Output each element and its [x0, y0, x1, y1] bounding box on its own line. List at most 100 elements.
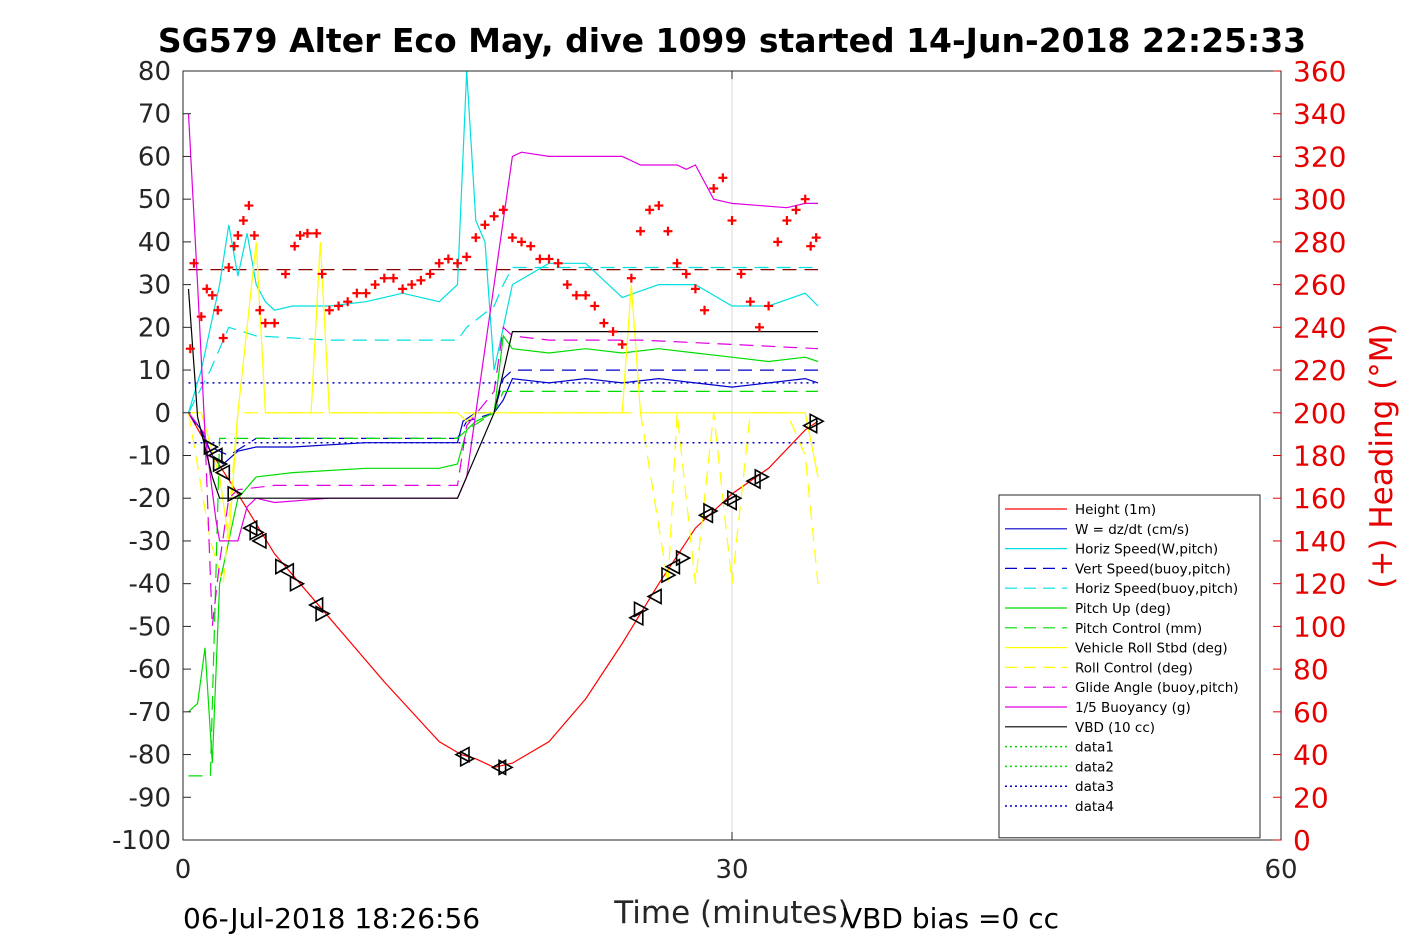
heading-point: [663, 226, 673, 236]
heading-point: [581, 290, 591, 300]
heading-point: [295, 230, 305, 240]
heading-point: [312, 228, 322, 238]
y-right-tick-label: 100: [1293, 610, 1346, 643]
y-tick-label: -40: [129, 570, 171, 600]
heading-point: [416, 275, 426, 285]
legend-entry: Vehicle Roll Stbd (deg): [1075, 641, 1228, 657]
heading-point: [352, 288, 362, 298]
heading-point: [480, 220, 490, 230]
heading-point: [681, 269, 691, 279]
heading-point: [270, 318, 279, 328]
triangle-marker: [214, 464, 231, 481]
heading-point: [535, 254, 545, 264]
heading-point: [453, 258, 462, 268]
triangle-marker: [289, 575, 306, 593]
heading-point: [645, 205, 655, 215]
heading-point: [507, 233, 517, 243]
heading-point: [343, 297, 353, 307]
heading-point: [608, 327, 618, 337]
heading-point: [398, 284, 408, 294]
heading-point: [736, 269, 746, 279]
triangle-marker: [633, 600, 650, 618]
heading-point: [590, 301, 600, 311]
heading-point: [189, 258, 199, 268]
legend-entry: Pitch Control (mm): [1075, 621, 1202, 637]
legend-entry: data2: [1075, 759, 1114, 775]
legend-entry: Glide Angle (buoy,pitch): [1075, 680, 1239, 696]
legend-entry: Height (1m): [1075, 502, 1156, 518]
legend-entry: Horiz Speed(buoy,pitch): [1075, 581, 1238, 597]
heading-point: [754, 322, 764, 332]
heading-point: [280, 269, 290, 279]
y-tick-label: -60: [129, 655, 171, 685]
heading-point: [185, 344, 195, 354]
heading-point: [218, 333, 228, 343]
heading-point: [224, 263, 234, 273]
heading-point: [244, 201, 254, 211]
y-right-tick-label: 140: [1293, 525, 1346, 558]
y-tick-label: -50: [129, 612, 171, 642]
heading-point: [302, 228, 312, 238]
heading-point: [213, 305, 223, 315]
heading-point: [745, 297, 755, 307]
heading-point: [553, 258, 563, 268]
triangle-marker: [251, 532, 267, 550]
y-tick-label: -80: [129, 741, 171, 771]
triangle-marker: [315, 605, 331, 622]
heading-point: [370, 280, 380, 290]
y-right-tick-label: 80: [1293, 653, 1329, 686]
heading-point: [626, 273, 636, 283]
y-tick-label: 70: [138, 100, 171, 130]
y-right-tick-label: 0: [1293, 824, 1311, 857]
legend-entry: Vert Speed(buoy,pitch): [1075, 561, 1231, 577]
heading-point: [700, 305, 710, 315]
heading-point: [207, 290, 217, 300]
y-tick-label: -20: [129, 484, 171, 514]
triangle-marker: [278, 562, 295, 580]
legend-entry: VBD (10 cc): [1075, 720, 1155, 736]
legend-entry: data3: [1075, 779, 1114, 795]
triangle-marker: [212, 455, 229, 473]
triangle-marker: [207, 447, 223, 464]
x-tick-label: 60: [1264, 855, 1297, 885]
heading-point: [324, 305, 334, 315]
heading-point: [489, 211, 499, 221]
y-tick-label: -10: [129, 442, 171, 472]
heading-point: [196, 312, 206, 322]
heading-point: [407, 280, 417, 290]
legend-entry: 1/5 Buoyancy (g): [1075, 700, 1191, 716]
series-line: [188, 390, 818, 777]
series-line: [187, 412, 819, 769]
chart-title: SG579 Alter Eco May, dive 1099 started 1…: [158, 21, 1306, 60]
heading-point: [443, 254, 453, 264]
y-right-tick-label: 60: [1293, 696, 1329, 729]
heading-point: [388, 273, 398, 283]
series-line: [188, 334, 819, 764]
legend-entry: data4: [1075, 799, 1114, 815]
heading-point: [773, 237, 783, 247]
heading-point: [202, 284, 212, 294]
markers-layer: [185, 173, 825, 776]
triangle-marker: [249, 524, 265, 541]
heading-point: [233, 230, 243, 240]
heading-point: [690, 284, 700, 294]
y-tick-label: 30: [138, 271, 171, 301]
y-right-tick-label: 260: [1293, 269, 1346, 302]
heading-point: [517, 237, 527, 247]
y-tick-label: 0: [154, 399, 171, 429]
triangle-marker: [459, 750, 476, 768]
heading-point: [636, 226, 645, 236]
x-tick-label: 30: [715, 855, 748, 885]
y-right-tick-label: 120: [1293, 568, 1346, 601]
y-right-tick-label: 200: [1293, 397, 1346, 430]
heading-point: [249, 230, 259, 240]
heading-point: [764, 301, 774, 311]
heading-point: [709, 183, 719, 193]
triangle-marker: [661, 566, 677, 584]
heading-point: [599, 318, 609, 328]
series-line: [187, 113, 818, 542]
heading-point: [462, 252, 472, 262]
heading-point: [727, 216, 737, 226]
heading-point: [544, 254, 554, 264]
y-right-tick-label: 300: [1293, 183, 1346, 216]
